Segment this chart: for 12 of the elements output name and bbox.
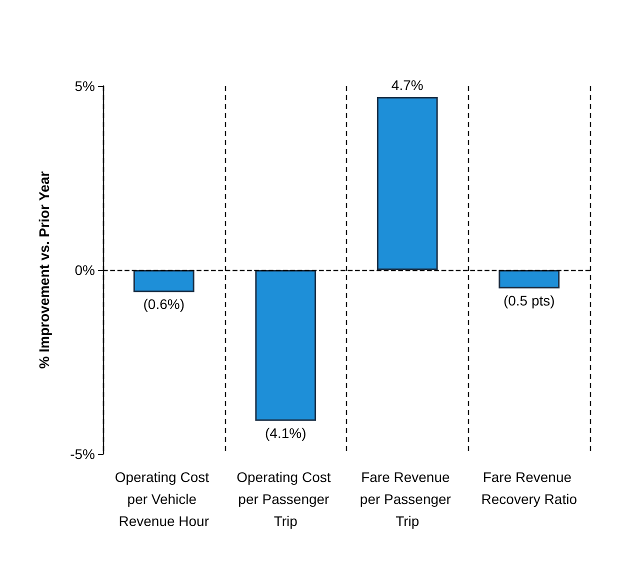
x-tick-label: Fare Revenue per Passenger Trip — [360, 469, 455, 529]
data-label: (0.6%) — [143, 296, 184, 312]
x-tick-label: Fare Revenue Recovery Ratio — [481, 469, 578, 507]
y-tick-label: 0% — [74, 262, 95, 278]
y-axis-title: % Improvement vs. Prior Year — [36, 170, 52, 369]
y-tick-label: -5% — [70, 446, 95, 462]
y-tick-label: 5% — [74, 78, 95, 94]
data-label: 4.7% — [391, 77, 424, 94]
x-tick-label: Operating Cost per Vehicle Revenue Hour — [114, 469, 213, 529]
data-label: (4.1%) — [265, 424, 306, 441]
x-tick-label: Operating Cost per Passenger Trip — [236, 469, 335, 529]
data-label: (0.5 pts) — [503, 292, 555, 308]
